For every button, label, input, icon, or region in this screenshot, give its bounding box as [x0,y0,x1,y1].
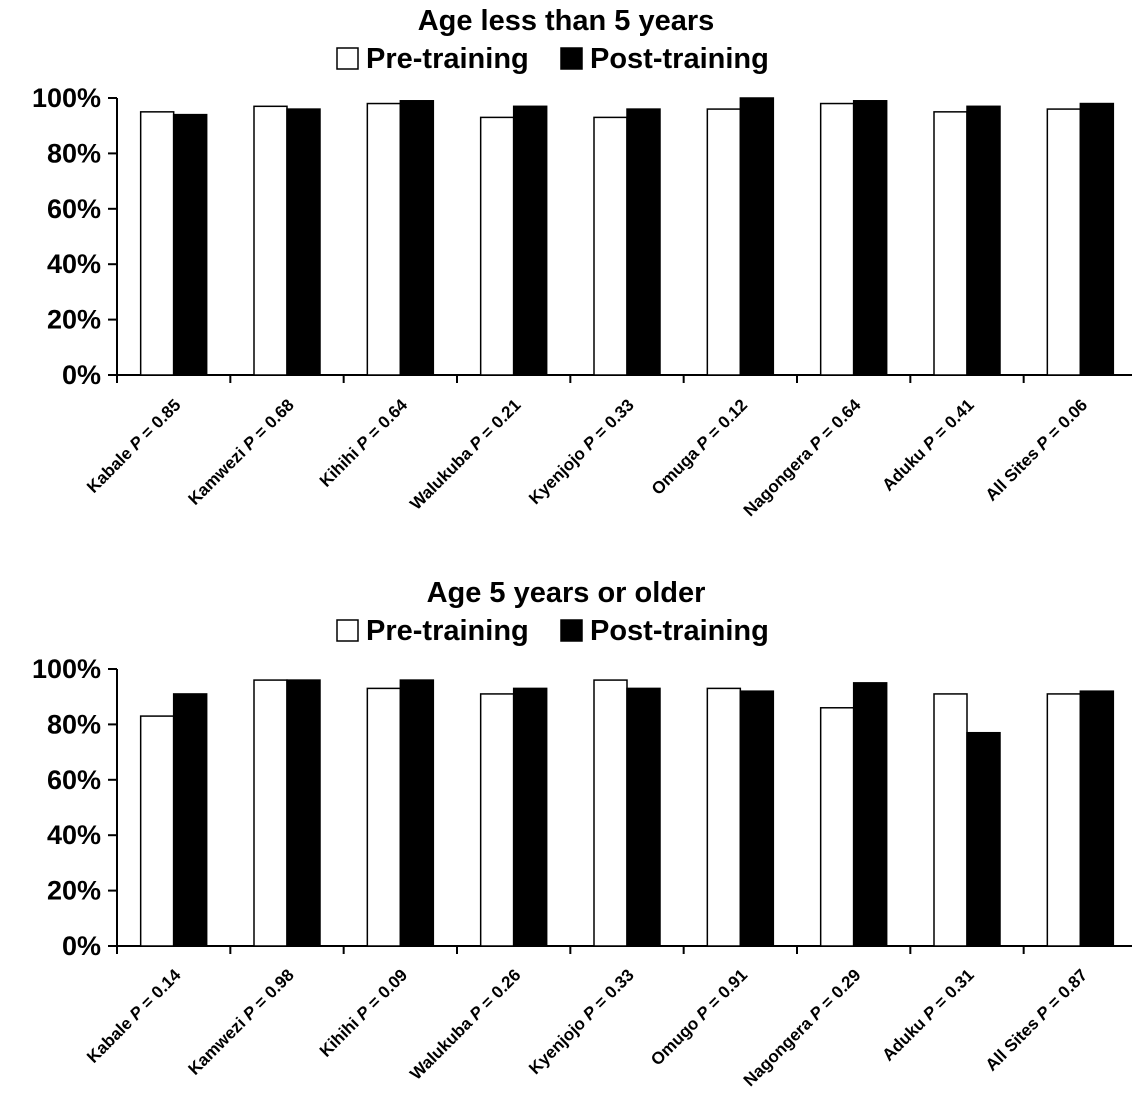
site-name: Kamwezi [184,1014,249,1079]
bar-post-training-walukuba [512,687,548,947]
site-name: Nagongera [740,443,817,520]
bar-post-training-kyenjojo [626,687,661,947]
bar-post-training-nagongera [852,682,888,947]
bar-pre-training-kamwezi [253,679,288,947]
legend: Pre-training Post-training [336,43,769,75]
site-name: All Sites [982,1014,1043,1075]
bar-post-training-kyenjojo [626,108,661,376]
site-name: Aduku [879,1014,930,1065]
y-tick-label: 60% [47,765,101,795]
bar-pre-training-all-sites [1046,108,1082,376]
legend-label: Post-training [590,615,769,647]
bar-post-training-omuga [739,97,775,376]
bar-post-training-nagongera [852,100,888,376]
legend: Pre-training Post-training [336,615,769,647]
legend-swatch-post-training [560,47,583,70]
bar-pre-training-aduku [933,693,968,947]
legend-swatch-pre-training [336,47,359,70]
x-tick-label: Kihihi P = 0.09 [316,965,411,1060]
bar-post-training-kihihi [399,679,435,947]
legend-label: Pre-training [366,615,529,647]
x-tick-label: Nagongera P = 0.64 [740,395,865,520]
site-name: Kabale [83,1014,136,1067]
bar-post-training-walukuba [512,105,548,376]
x-tick-label: All Sites P = 0.87 [982,965,1091,1074]
y-tick-label: 40% [47,820,101,850]
site-name: Kyenjojo [525,444,589,508]
site-name: Kabale [83,444,136,497]
bar-post-training-kamwezi [286,108,321,376]
bar-pre-training-nagongera [819,707,855,947]
x-tick-label: Omugo P = 0.91 [647,965,751,1069]
site-name: Kamwezi [184,444,249,509]
chart-panel-2: Age 5 years or older Pre-training Post-tra… [32,577,1132,1090]
legend-swatch-post-training [560,619,583,642]
legend-label: Post-training [590,43,769,75]
x-tick-label: Walukuba P = 0.26 [406,965,524,1083]
x-tick-label: Kabale P = 0.85 [83,395,184,496]
bar-pre-training-all-sites [1046,693,1082,947]
x-tick-label: Kabale P = 0.14 [83,965,185,1067]
site-name: Walukuba [406,1013,476,1083]
x-tick-label: Kamwezi P = 0.68 [184,395,297,508]
bar-post-training-kabale [172,113,208,376]
x-tick-label: Kyenjojo P = 0.33 [525,965,638,1078]
bar-pre-training-kyenjojo [593,679,628,947]
x-tick-label: Kamwezi P = 0.98 [184,965,297,1078]
bar-pre-training-kabale [139,111,175,376]
bar-post-training-all-sites [1079,102,1115,376]
chart-title: Age 5 years or older [427,577,706,609]
y-tick-label: 40% [47,249,101,279]
y-tick-label: 20% [47,305,101,335]
y-tick-label: 80% [47,709,101,739]
site-name: Nagongera [740,1013,817,1090]
site-name: Omuga [648,443,703,498]
y-tick-label: 0% [62,360,101,390]
bar-post-training-aduku [966,731,1001,947]
site-name: All Sites [982,444,1043,505]
bar-pre-training-walukuba [479,693,515,947]
y-tick-label: 80% [47,138,101,168]
bar-post-training-aduku [966,105,1001,376]
bar-post-training-kihihi [399,100,435,376]
site-name: Aduku [879,444,930,495]
bar-pre-training-kihihi [366,102,402,376]
bar-post-training-all-sites [1079,690,1115,947]
bar-post-training-kabale [172,693,208,947]
legend-label: Pre-training [366,43,529,75]
site-name: Kyenjojo [525,1014,589,1078]
y-tick-label: 20% [47,876,101,906]
chart-title: Age less than 5 years [418,5,715,37]
y-tick-label: 0% [62,931,101,961]
bar-post-training-omugo [739,690,775,947]
bar-pre-training-kamwezi [253,105,288,376]
x-tick-label: All Sites P = 0.06 [982,395,1091,504]
x-tick-label: Aduku P = 0.31 [879,965,978,1064]
chart-panel-1: Age less than 5 years Pre-training Post-tr… [32,5,1132,520]
y-tick-label: 100% [32,654,101,684]
y-tick-label: 100% [32,83,101,113]
bar-pre-training-kihihi [366,687,402,947]
x-tick-label: Kihihi P = 0.64 [316,395,412,491]
x-tick-label: Walukuba P = 0.21 [406,395,524,513]
bar-pre-training-kabale [139,715,175,947]
bar-pre-training-aduku [933,111,968,376]
x-tick-label: Nagongera P = 0.29 [740,965,865,1090]
y-tick-label: 60% [47,194,101,224]
site-name: Walukuba [406,443,476,513]
bar-pre-training-kyenjojo [593,116,628,376]
bar-pre-training-omuga [706,108,742,376]
x-tick-label: Omuga P = 0.12 [648,395,751,498]
x-tick-label: Kyenjojo P = 0.33 [525,395,638,508]
x-tick-label: Aduku P = 0.41 [879,395,978,494]
legend-swatch-pre-training [336,619,359,642]
bar-pre-training-walukuba [479,116,515,376]
site-name: Omugo [647,1014,703,1070]
bar-pre-training-omugo [706,687,742,947]
bar-pre-training-nagongera [819,102,855,376]
bar-post-training-kamwezi [286,679,321,947]
